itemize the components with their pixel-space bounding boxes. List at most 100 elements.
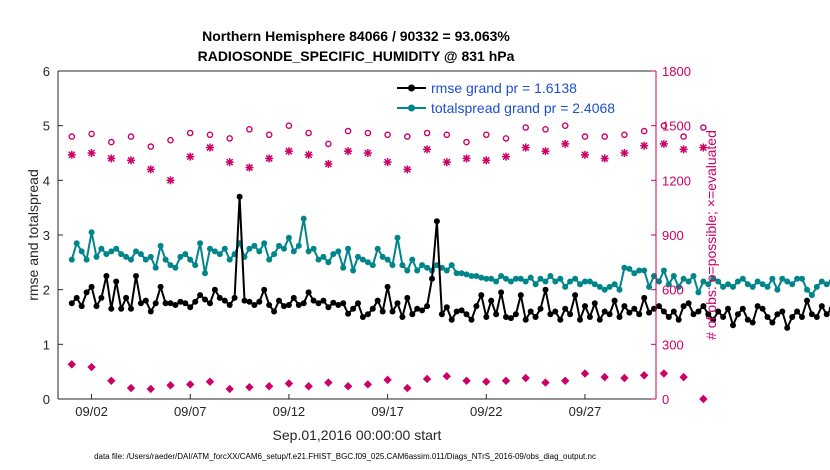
- rmse-point: [621, 303, 628, 310]
- spread-point: [369, 262, 376, 269]
- rmse-point: [730, 322, 736, 329]
- spread-point: [399, 262, 406, 269]
- obs-evaluated-marker: [640, 141, 649, 150]
- rmse-point: [537, 305, 544, 312]
- obs-possible-marker: [127, 133, 135, 140]
- spread-point: [221, 245, 228, 252]
- spread-point: [389, 262, 396, 269]
- obs-possible-marker: [364, 129, 372, 137]
- rmse-point: [512, 311, 519, 318]
- obs-evaluated-stroke: [226, 158, 234, 166]
- obs-low-marker: [304, 382, 313, 391]
- rmse-point: [419, 307, 426, 314]
- obs-low-marker: [561, 376, 570, 385]
- rmse-point: [359, 314, 366, 320]
- rmse-point: [113, 278, 120, 285]
- rmse-point: [73, 294, 80, 301]
- rmse-point: [315, 300, 322, 307]
- rmse-point: [197, 292, 204, 299]
- obs-possible-marker: [384, 131, 391, 139]
- rmse-point: [695, 308, 702, 315]
- rmse-point: [226, 302, 233, 308]
- spread-point: [123, 253, 130, 260]
- obs-evaluated-stroke: [680, 145, 688, 153]
- obs-low-marker: [620, 373, 629, 383]
- spread-point: [83, 256, 90, 263]
- rmse-point: [611, 297, 618, 304]
- rmse-point: [458, 307, 465, 314]
- spread-point: [152, 264, 159, 271]
- x-tick-label: 09/17: [371, 404, 404, 419]
- obs-low-marker: [521, 373, 530, 383]
- obs-evaluated-stroke: [403, 165, 411, 173]
- rmse-point: [241, 297, 248, 304]
- spread-point: [246, 245, 253, 252]
- spread-point: [419, 262, 426, 269]
- obs-low-marker: [343, 382, 353, 391]
- spread-point: [424, 264, 431, 271]
- rmse-point: [281, 303, 287, 310]
- spread-point: [759, 281, 766, 288]
- rmse-point: [320, 297, 327, 304]
- obs-low-marker: [363, 380, 373, 389]
- plot-area: [58, 71, 656, 399]
- rmse-point: [804, 297, 810, 304]
- spread-point: [730, 283, 736, 290]
- spread-point: [281, 245, 287, 252]
- obs-evaluated-marker: [541, 147, 550, 156]
- spread-point: [522, 278, 529, 285]
- spread-point: [374, 245, 381, 252]
- spread-point: [473, 273, 480, 279]
- spread-point: [818, 278, 825, 285]
- obs-low-marker: [403, 383, 412, 393]
- spread-point: [453, 270, 460, 277]
- rmse-point: [744, 316, 751, 323]
- obs-evaluated-marker: [363, 149, 372, 157]
- y-right-tick-label: 0: [662, 392, 669, 407]
- rmse-point: [503, 314, 509, 320]
- spread-point: [443, 267, 450, 274]
- spread-point: [567, 278, 574, 285]
- rmse-point: [557, 316, 564, 323]
- obs-evaluated-marker: [600, 154, 609, 163]
- rmse-point: [261, 286, 268, 293]
- obs-evaluated-marker: [423, 145, 432, 154]
- rmse-point: [335, 302, 342, 308]
- rmse-point: [493, 311, 500, 318]
- obs-evaluated-marker: [383, 158, 392, 167]
- obs-evaluated-stroke: [166, 176, 175, 184]
- rmse-point: [749, 319, 756, 326]
- rmse-point: [384, 283, 391, 290]
- spread-point: [601, 286, 608, 293]
- obs-possible-marker: [206, 131, 214, 139]
- spread-point: [88, 229, 95, 236]
- spread-point: [749, 283, 756, 290]
- obs-possible-marker: [186, 129, 194, 137]
- rmse-point: [394, 300, 401, 307]
- spread-point: [685, 278, 692, 285]
- rmse-point: [473, 303, 480, 310]
- spread-point: [226, 256, 233, 263]
- obs-evaluated-stroke: [502, 153, 510, 161]
- spread-point: [404, 267, 411, 274]
- spread-point: [670, 273, 677, 279]
- rmse-point: [739, 305, 746, 312]
- rmse-point: [88, 283, 95, 290]
- rmse-point: [123, 294, 130, 301]
- spread-point: [823, 281, 830, 288]
- spread-point: [325, 259, 332, 266]
- spread-point: [137, 251, 144, 258]
- spread-point: [330, 251, 337, 258]
- spread-point: [572, 275, 579, 282]
- spread-point: [350, 267, 357, 274]
- y-right-tick-label: 300: [662, 337, 684, 352]
- obs-low-marker: [600, 372, 609, 382]
- spread-point: [725, 281, 731, 288]
- obs-low-marker: [462, 376, 471, 385]
- rmse-point: [705, 311, 712, 318]
- spread-point: [577, 281, 583, 288]
- spread-point: [606, 283, 613, 290]
- rmse-point: [779, 308, 786, 315]
- legend-spread-label: totalspread grand pr = 2.4068: [431, 100, 615, 116]
- rmse-point: [300, 300, 307, 307]
